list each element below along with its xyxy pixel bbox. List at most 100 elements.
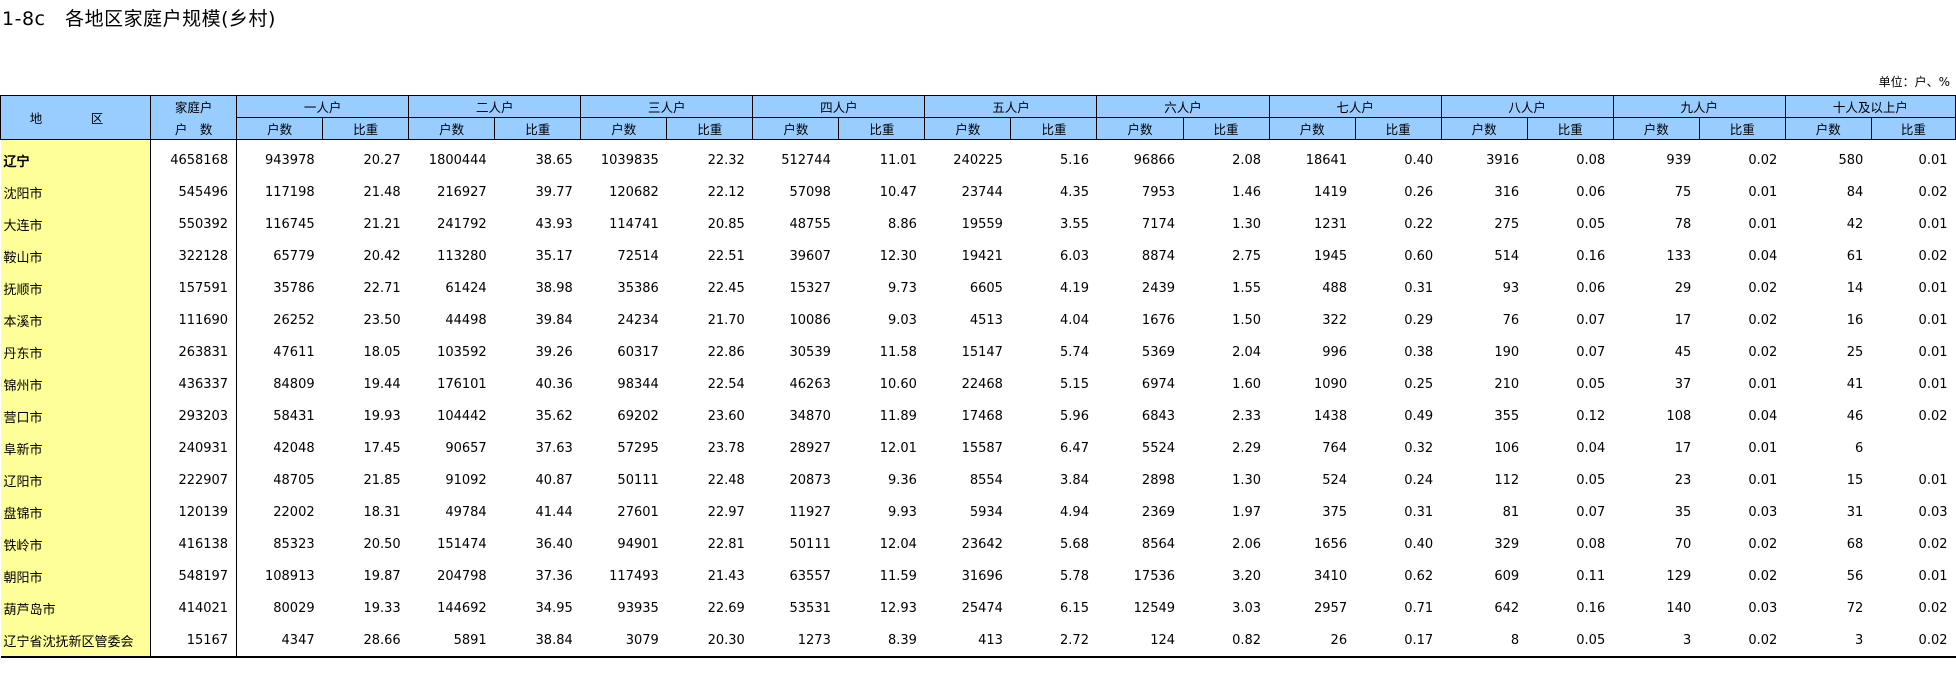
ratio-cell: 35.62 bbox=[535, 408, 573, 424]
region-cell: 辽阳市 bbox=[0, 464, 152, 496]
count-cell: 24234 bbox=[617, 312, 659, 328]
ratio-cell: 11.01 bbox=[879, 152, 917, 168]
ratio-cell: 22.97 bbox=[707, 504, 745, 520]
ratio-cell: 4.35 bbox=[1060, 184, 1089, 200]
ratio-cell: 0.26 bbox=[1404, 184, 1434, 200]
count-cell: 61 bbox=[1846, 248, 1864, 264]
count-cell: 47611 bbox=[273, 344, 315, 360]
table-row: 铁岭市 416138 85323 20.50 151474 36.40 94901 22.81… bbox=[0, 528, 1956, 560]
sub-header-ratio: 比重 bbox=[1010, 117, 1098, 140]
count-cell: 133 bbox=[1666, 248, 1692, 264]
ratio-cell: 22.12 bbox=[707, 184, 745, 200]
count-cell: 190 bbox=[1494, 344, 1520, 360]
sub-header-ratio: 比重 bbox=[838, 117, 926, 140]
ratio-cell: 0.40 bbox=[1404, 152, 1434, 168]
region-cell: 辽宁省沈抚新区管委会 bbox=[0, 624, 152, 658]
ratio-cell: 43.93 bbox=[535, 216, 573, 232]
ratio-cell: 0.01 bbox=[1748, 184, 1778, 200]
count-cell: 94901 bbox=[617, 536, 659, 552]
region-cell: 丹东市 bbox=[0, 336, 152, 368]
count-cell: 15327 bbox=[789, 280, 831, 296]
table-header: 地 区 家庭户 一人户 二人户 三人户 四人户 五人户 六人户 七人户 八人户 九人户 十人及以上… bbox=[0, 95, 1956, 140]
count-cell: 30539 bbox=[789, 344, 831, 360]
region-cell: 辽宁 bbox=[0, 139, 152, 176]
ratio-cell: 6.15 bbox=[1060, 600, 1089, 616]
ratio-cell: 22.54 bbox=[707, 376, 745, 392]
sub-header-count: 户数 bbox=[1096, 117, 1184, 140]
region-cell: 葫芦岛市 bbox=[0, 592, 152, 624]
unit-label: 单位：户、% bbox=[1878, 75, 1950, 89]
count-cell: 16 bbox=[1846, 312, 1864, 328]
count-cell: 17468 bbox=[961, 408, 1003, 424]
count-cell: 3 bbox=[1613, 624, 1700, 658]
count-cell: 96866 bbox=[1133, 152, 1176, 168]
count-cell: 4347 bbox=[236, 624, 323, 658]
count-cell: 23744 bbox=[961, 184, 1003, 200]
count-cell: 1090 bbox=[1314, 376, 1348, 392]
count-cell: 943978 bbox=[264, 152, 315, 168]
count-cell: 241792 bbox=[437, 216, 487, 232]
ratio-cell: 5.16 bbox=[1060, 152, 1089, 168]
group-header: 一人户 bbox=[236, 95, 410, 118]
ratio-cell: 0.08 bbox=[1576, 536, 1606, 552]
count-cell: 103592 bbox=[437, 344, 487, 360]
ratio-cell: 0.05 bbox=[1576, 472, 1606, 488]
ratio-cell: 39.26 bbox=[535, 344, 573, 360]
count-cell: 50111 bbox=[617, 472, 659, 488]
count-cell: 48705 bbox=[273, 472, 315, 488]
ratio-cell: 0.31 bbox=[1404, 504, 1434, 520]
count-cell: 6843 bbox=[1141, 408, 1176, 424]
count-cell: 58431 bbox=[273, 408, 315, 424]
count-cell: 117493 bbox=[609, 568, 659, 584]
ratio-cell: 0.03 bbox=[1748, 600, 1778, 616]
count-cell: 69202 bbox=[617, 408, 659, 424]
ratio-cell: 19.33 bbox=[363, 600, 401, 616]
ratio-cell: 0.06 bbox=[1576, 280, 1606, 296]
ratio-cell: 3.55 bbox=[1060, 216, 1089, 232]
count-cell: 19559 bbox=[961, 216, 1003, 232]
count-cell: 120682 bbox=[609, 184, 659, 200]
ratio-cell: 6.47 bbox=[1060, 440, 1089, 456]
count-cell: 108913 bbox=[264, 568, 315, 584]
ratio-cell: 23.78 bbox=[707, 440, 745, 456]
count-cell: 2898 bbox=[1141, 472, 1176, 488]
ratio-cell: 0.49 bbox=[1404, 408, 1434, 424]
count-cell: 20873 bbox=[789, 472, 831, 488]
ratio-cell: 20.50 bbox=[363, 536, 401, 552]
total-cell: 222907 bbox=[150, 464, 238, 496]
count-cell: 23 bbox=[1674, 472, 1692, 488]
count-cell: 375 bbox=[1322, 504, 1348, 520]
count-cell: 413 bbox=[924, 624, 1011, 658]
count-cell: 144692 bbox=[437, 600, 487, 616]
ratio-cell: 0.02 bbox=[1918, 408, 1948, 424]
sub-header-count: 户数 bbox=[1612, 117, 1700, 140]
count-cell: 26 bbox=[1269, 624, 1356, 658]
count-cell: 8554 bbox=[969, 472, 1003, 488]
total-cell: 111690 bbox=[150, 304, 238, 336]
ratio-cell: 22.32 bbox=[707, 152, 745, 168]
count-cell: 35 bbox=[1674, 504, 1692, 520]
ratio-cell: 22.48 bbox=[707, 472, 745, 488]
group-header: 六人户 bbox=[1096, 95, 1270, 118]
table-row: 营口市 293203 58431 19.93 104442 35.62 69202 23.60… bbox=[0, 400, 1956, 432]
count-cell: 35786 bbox=[273, 280, 315, 296]
ratio-cell: 0.07 bbox=[1576, 312, 1606, 328]
ratio-cell: 37.63 bbox=[535, 440, 573, 456]
ratio-cell: 5.78 bbox=[1060, 568, 1089, 584]
sub-header-ratio: 比重 bbox=[322, 117, 410, 140]
count-cell: 106 bbox=[1494, 440, 1520, 456]
count-cell: 98344 bbox=[617, 376, 659, 392]
ratio-cell: 11.58 bbox=[879, 344, 917, 360]
ratio-cell: 0.32 bbox=[1404, 440, 1434, 456]
ratio-cell: 2.06 bbox=[1232, 536, 1262, 552]
ratio-cell: 0.01 bbox=[1748, 376, 1778, 392]
data-table: 地 区 家庭户 一人户 二人户 三人户 四人户 五人户 六人户 七人户 八人户 九人户 十人及以上… bbox=[0, 95, 1956, 658]
ratio-cell: 0.40 bbox=[1404, 536, 1434, 552]
count-cell: 10086 bbox=[789, 312, 831, 328]
count-cell: 31 bbox=[1846, 504, 1864, 520]
count-cell: 514 bbox=[1494, 248, 1520, 264]
ratio-cell: 0.16 bbox=[1576, 600, 1606, 616]
ratio-cell: 9.93 bbox=[887, 504, 917, 520]
count-cell: 48755 bbox=[789, 216, 831, 232]
page-title: 1-8c 各地区家庭户规模(乡村) bbox=[2, 8, 276, 30]
